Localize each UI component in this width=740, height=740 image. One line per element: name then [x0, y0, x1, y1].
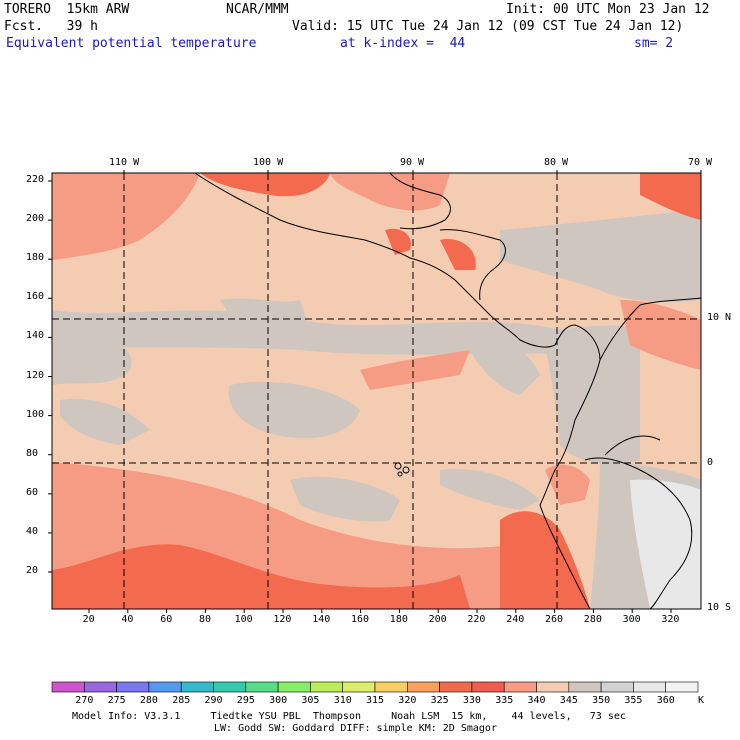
colorbar-cell — [633, 681, 667, 693]
model-info: Model Info: V3.3.1 Tiedtke YSU PBL Thomp… — [72, 711, 626, 722]
theta-e-field — [52, 173, 701, 609]
colorbar-label: 360 — [656, 695, 675, 706]
colorbar-label: 355 — [624, 695, 643, 706]
y-tick-label: 60 — [26, 486, 39, 498]
colorbar — [51, 681, 699, 693]
colorbar-label: 270 — [75, 695, 94, 706]
y-tick-label: 20 — [26, 565, 39, 576]
x-tick-label: 240 — [506, 614, 525, 625]
lon-label-100w: 100 W — [253, 157, 284, 168]
colorbar-cell — [439, 681, 473, 693]
field-name: Equivalent potential temperature — [6, 36, 257, 51]
x-tick-label: 300 — [622, 614, 641, 625]
lon-label-90w: 90 W — [400, 157, 425, 168]
y-tick-label: 180 — [26, 252, 45, 264]
colorbar-cell — [51, 681, 85, 693]
colorbar-label: 320 — [398, 695, 417, 706]
colorbar-cell — [536, 681, 570, 693]
colorbar-cell — [148, 681, 182, 693]
colorbar-cell — [503, 681, 537, 693]
colorbar-cell — [277, 681, 311, 693]
colorbar-cell — [180, 681, 214, 693]
x-tick-label: 100 — [234, 614, 253, 625]
smoothing: sm= 2 — [634, 36, 674, 51]
forecast-hour: Fcst. 39 h — [4, 19, 98, 34]
map-frame — [51, 172, 702, 610]
y-tick-label: 220 — [26, 174, 45, 185]
x-tick-label: 180 — [389, 614, 408, 625]
left-ticks — [48, 180, 52, 573]
model-name: TORERO 15km ARW — [4, 2, 130, 17]
model-center: NCAR/MMM — [226, 2, 289, 17]
lon-label-110w: 110 W — [109, 157, 140, 168]
colorbar-cell — [471, 681, 505, 693]
valid-time: Valid: 15 UTC Tue 24 Jan 12 (09 CST Tue … — [292, 19, 684, 34]
colorbar-label: 345 — [559, 695, 578, 706]
x-tick-label: 280 — [583, 614, 602, 625]
x-tick-label: 220 — [467, 614, 486, 625]
lon-label-70w: 70 W — [688, 157, 713, 168]
lon-label-80w: 80 W — [544, 157, 569, 168]
colorbar-label: 305 — [301, 695, 320, 706]
level-index: at k-index = 44 — [340, 36, 466, 51]
y-tick-label: 140 — [26, 330, 45, 342]
colorbar-label: 290 — [204, 695, 223, 706]
colorbar-cell — [84, 681, 117, 693]
colorbar-label: 350 — [592, 695, 611, 706]
colorbar-label: 340 — [527, 695, 546, 706]
colorbar-cell — [213, 681, 247, 693]
coastlines — [194, 173, 701, 609]
x-tick-label: 320 — [661, 614, 680, 625]
init-time: Init: 00 UTC Mon 23 Jan 12 — [506, 2, 710, 17]
x-tick-label: 260 — [545, 614, 564, 625]
lat-label-10n: 10 N — [707, 312, 732, 323]
colorbar-cell — [245, 681, 279, 693]
y-tick-label: 160 — [26, 291, 45, 303]
physics-info: LW: Godd SW: Goddard DIFF: simple KM: 2D… — [214, 723, 497, 734]
x-tick-label: 140 — [312, 614, 331, 625]
colorbar-cell — [665, 681, 699, 693]
colorbar-label: 285 — [172, 695, 191, 706]
x-tick-label: 120 — [273, 614, 292, 625]
y-tick-label: 40 — [26, 525, 39, 537]
colorbar-label: 295 — [236, 695, 255, 706]
colorbar-cell — [406, 681, 440, 693]
x-tick-label: 60 — [160, 614, 173, 625]
colorbar-cell — [310, 681, 343, 693]
y-tick-label: 200 — [26, 213, 45, 225]
colorbar-cell — [116, 681, 150, 693]
colorbar-unit: K — [698, 695, 705, 706]
x-tick-label: 160 — [351, 614, 370, 625]
y-tick-label: 100 — [26, 408, 45, 420]
colorbar-label: 325 — [430, 695, 449, 706]
y-tick-label: 120 — [26, 369, 45, 381]
colorbar-cell — [568, 681, 602, 693]
colorbar-cell — [600, 681, 634, 693]
lat-label-10s: 10 S — [707, 602, 732, 613]
colorbar-label: 275 — [107, 695, 126, 706]
colorbar-label: 315 — [366, 695, 385, 706]
x-tick-label: 200 — [428, 614, 447, 625]
x-tick-label: 20 — [82, 614, 95, 625]
colorbar-cell — [342, 681, 376, 693]
colorbar-cell — [374, 681, 408, 693]
bottom-ticks — [88, 609, 672, 613]
x-tick-label: 40 — [121, 614, 134, 625]
lat-label-0: 0 — [707, 457, 714, 468]
colorbar-label: 310 — [333, 695, 352, 706]
top-ticks — [123, 170, 702, 173]
colorbar-label: 330 — [462, 695, 481, 706]
colorbar-label: 335 — [495, 695, 514, 706]
y-tick-label: 80 — [26, 447, 39, 459]
graticule — [52, 173, 701, 609]
colorbar-label: 300 — [269, 695, 288, 706]
x-tick-label: 80 — [199, 614, 212, 625]
colorbar-label: 280 — [139, 695, 158, 706]
